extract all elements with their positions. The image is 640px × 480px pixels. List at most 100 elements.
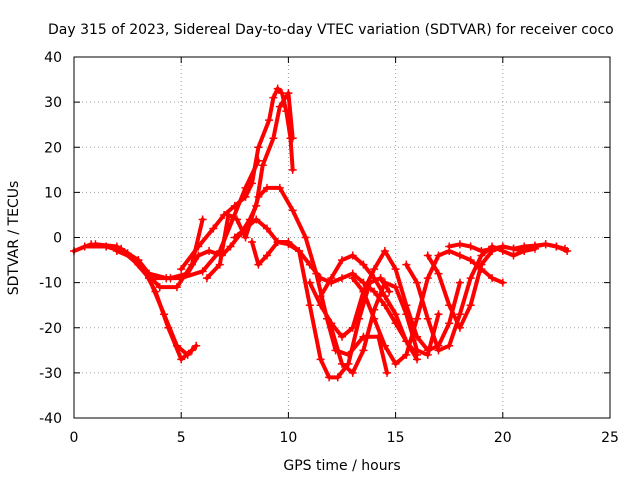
data-point (254, 143, 263, 152)
data-point (370, 265, 379, 274)
y-tick-label: -30 (39, 366, 62, 382)
data-point (232, 215, 241, 224)
y-tick-label: -40 (39, 411, 62, 427)
data-point (215, 260, 224, 269)
data-point (275, 183, 284, 192)
series-track-16 (318, 253, 419, 362)
data-point (348, 368, 357, 377)
data-point (183, 269, 192, 278)
data-point (552, 242, 561, 251)
data-point (224, 210, 233, 219)
x-axis-label: GPS time / hours (283, 458, 400, 474)
data-point (391, 310, 400, 319)
data-point (241, 233, 250, 242)
data-point (445, 319, 454, 328)
data-point (202, 274, 211, 283)
data-point (275, 102, 284, 111)
data-point (192, 341, 201, 350)
data-point (183, 350, 192, 359)
chart-title: Day 315 of 2023, Sidereal Day-to-day VTE… (48, 22, 614, 38)
data-point (198, 215, 207, 224)
data-point (423, 251, 432, 260)
data-point (466, 256, 475, 265)
data-point (91, 240, 100, 249)
data-point (241, 224, 250, 233)
data-point (370, 287, 379, 296)
data-point (402, 337, 411, 346)
data-point (269, 93, 278, 102)
data-point (488, 274, 497, 283)
data-point (402, 260, 411, 269)
data-point (258, 161, 267, 170)
data-point (284, 240, 293, 249)
data-point (262, 224, 271, 233)
data-point (434, 251, 443, 260)
y-axis-label: SDTVAR / TECUs (6, 181, 22, 296)
x-tick-label: 0 (70, 430, 79, 446)
data-point (338, 256, 346, 265)
series-track-14 (447, 242, 570, 253)
data-point (380, 301, 389, 310)
data-point (348, 274, 357, 283)
data-point (445, 341, 454, 350)
data-point (338, 274, 346, 283)
data-point (445, 301, 454, 310)
data-point (273, 238, 282, 247)
data-point (112, 247, 121, 256)
x-tick-label: 25 (601, 430, 619, 446)
data-point (316, 355, 325, 364)
data-point (254, 260, 263, 269)
data-point (455, 240, 464, 249)
y-tick-label: 0 (53, 231, 62, 247)
data-point (348, 251, 357, 260)
data-point (380, 278, 389, 287)
data-point (338, 332, 346, 341)
data-point (370, 305, 379, 314)
data-point (391, 359, 400, 368)
data-point (316, 301, 325, 310)
data-point (402, 310, 411, 319)
data-point (166, 274, 175, 283)
data-point (413, 314, 422, 323)
data-point (391, 283, 400, 292)
data-point (198, 267, 207, 276)
data-point (509, 251, 518, 260)
data-point (177, 265, 186, 274)
data-point (327, 323, 336, 332)
data-point (466, 301, 475, 310)
data-point (305, 301, 314, 310)
data-point (80, 242, 89, 251)
data-point (370, 274, 379, 283)
data-point (155, 283, 164, 292)
data-point (177, 355, 186, 364)
data-point (247, 179, 256, 188)
data-point (305, 278, 314, 287)
data-point (172, 341, 181, 350)
data-point (445, 242, 454, 251)
y-tick-label: 10 (44, 185, 62, 201)
data-point (391, 265, 400, 274)
data-point (205, 247, 214, 256)
data-point (563, 247, 572, 256)
data-point (160, 310, 169, 319)
data-point (380, 292, 389, 301)
data-point (434, 346, 443, 355)
data-point (316, 292, 325, 301)
data-point (359, 346, 368, 355)
y-tick-label: 30 (44, 95, 62, 111)
x-tick-label: 20 (494, 430, 512, 446)
y-tick-label: -10 (39, 276, 62, 292)
data-point (413, 278, 422, 287)
data-point (134, 256, 143, 265)
data-point (286, 134, 295, 143)
data-point (288, 165, 297, 174)
data-point (273, 84, 282, 93)
data-point (252, 215, 261, 224)
data-point (145, 274, 154, 283)
data-point (333, 373, 342, 382)
data-point (413, 346, 422, 355)
y-tick-label: 20 (44, 140, 62, 156)
data-point (434, 310, 443, 319)
data-point (325, 373, 334, 382)
